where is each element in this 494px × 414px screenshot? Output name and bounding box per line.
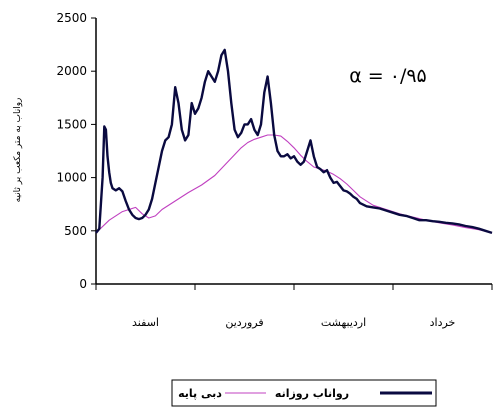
alpha-annotation: α = ۰/۹۵	[349, 65, 427, 87]
y-tick-label: 2500	[56, 11, 87, 25]
y-tick-label: 0	[79, 277, 87, 291]
series-layer	[95, 48, 493, 235]
y-ticks: 0 500 1000 1500 2000 2500	[56, 11, 96, 291]
y-tick-label: 2000	[56, 64, 87, 78]
x-month-label: اسفند	[132, 316, 159, 329]
plot-frame	[96, 18, 490, 284]
plot-area: 0 500 1000 1500 2000 2500 اسفند فروردین اردیبهش…	[56, 11, 493, 329]
x-ticks: اسفند فروردین اردیبهشت خرداد	[95, 284, 493, 329]
y-tick-label: 1500	[56, 117, 87, 131]
series-line-daily-runoff	[95, 48, 493, 235]
legend-label-baseflow: دبی پایه	[178, 387, 222, 400]
y-tick-label: 500	[64, 224, 87, 238]
y-tick-label: 1000	[56, 171, 87, 185]
x-month-label: خرداد	[430, 316, 456, 329]
x-month-label: اردیبهشت	[321, 316, 366, 329]
x-month-label: فروردین	[225, 316, 263, 329]
legend-label-daily-runoff: رواناب روزانه	[275, 387, 349, 400]
legend: رواناب روزانه دبی پایه	[171, 379, 437, 407]
y-axis-title: رواناب به متر مکعب بر ثانیه	[13, 98, 23, 203]
